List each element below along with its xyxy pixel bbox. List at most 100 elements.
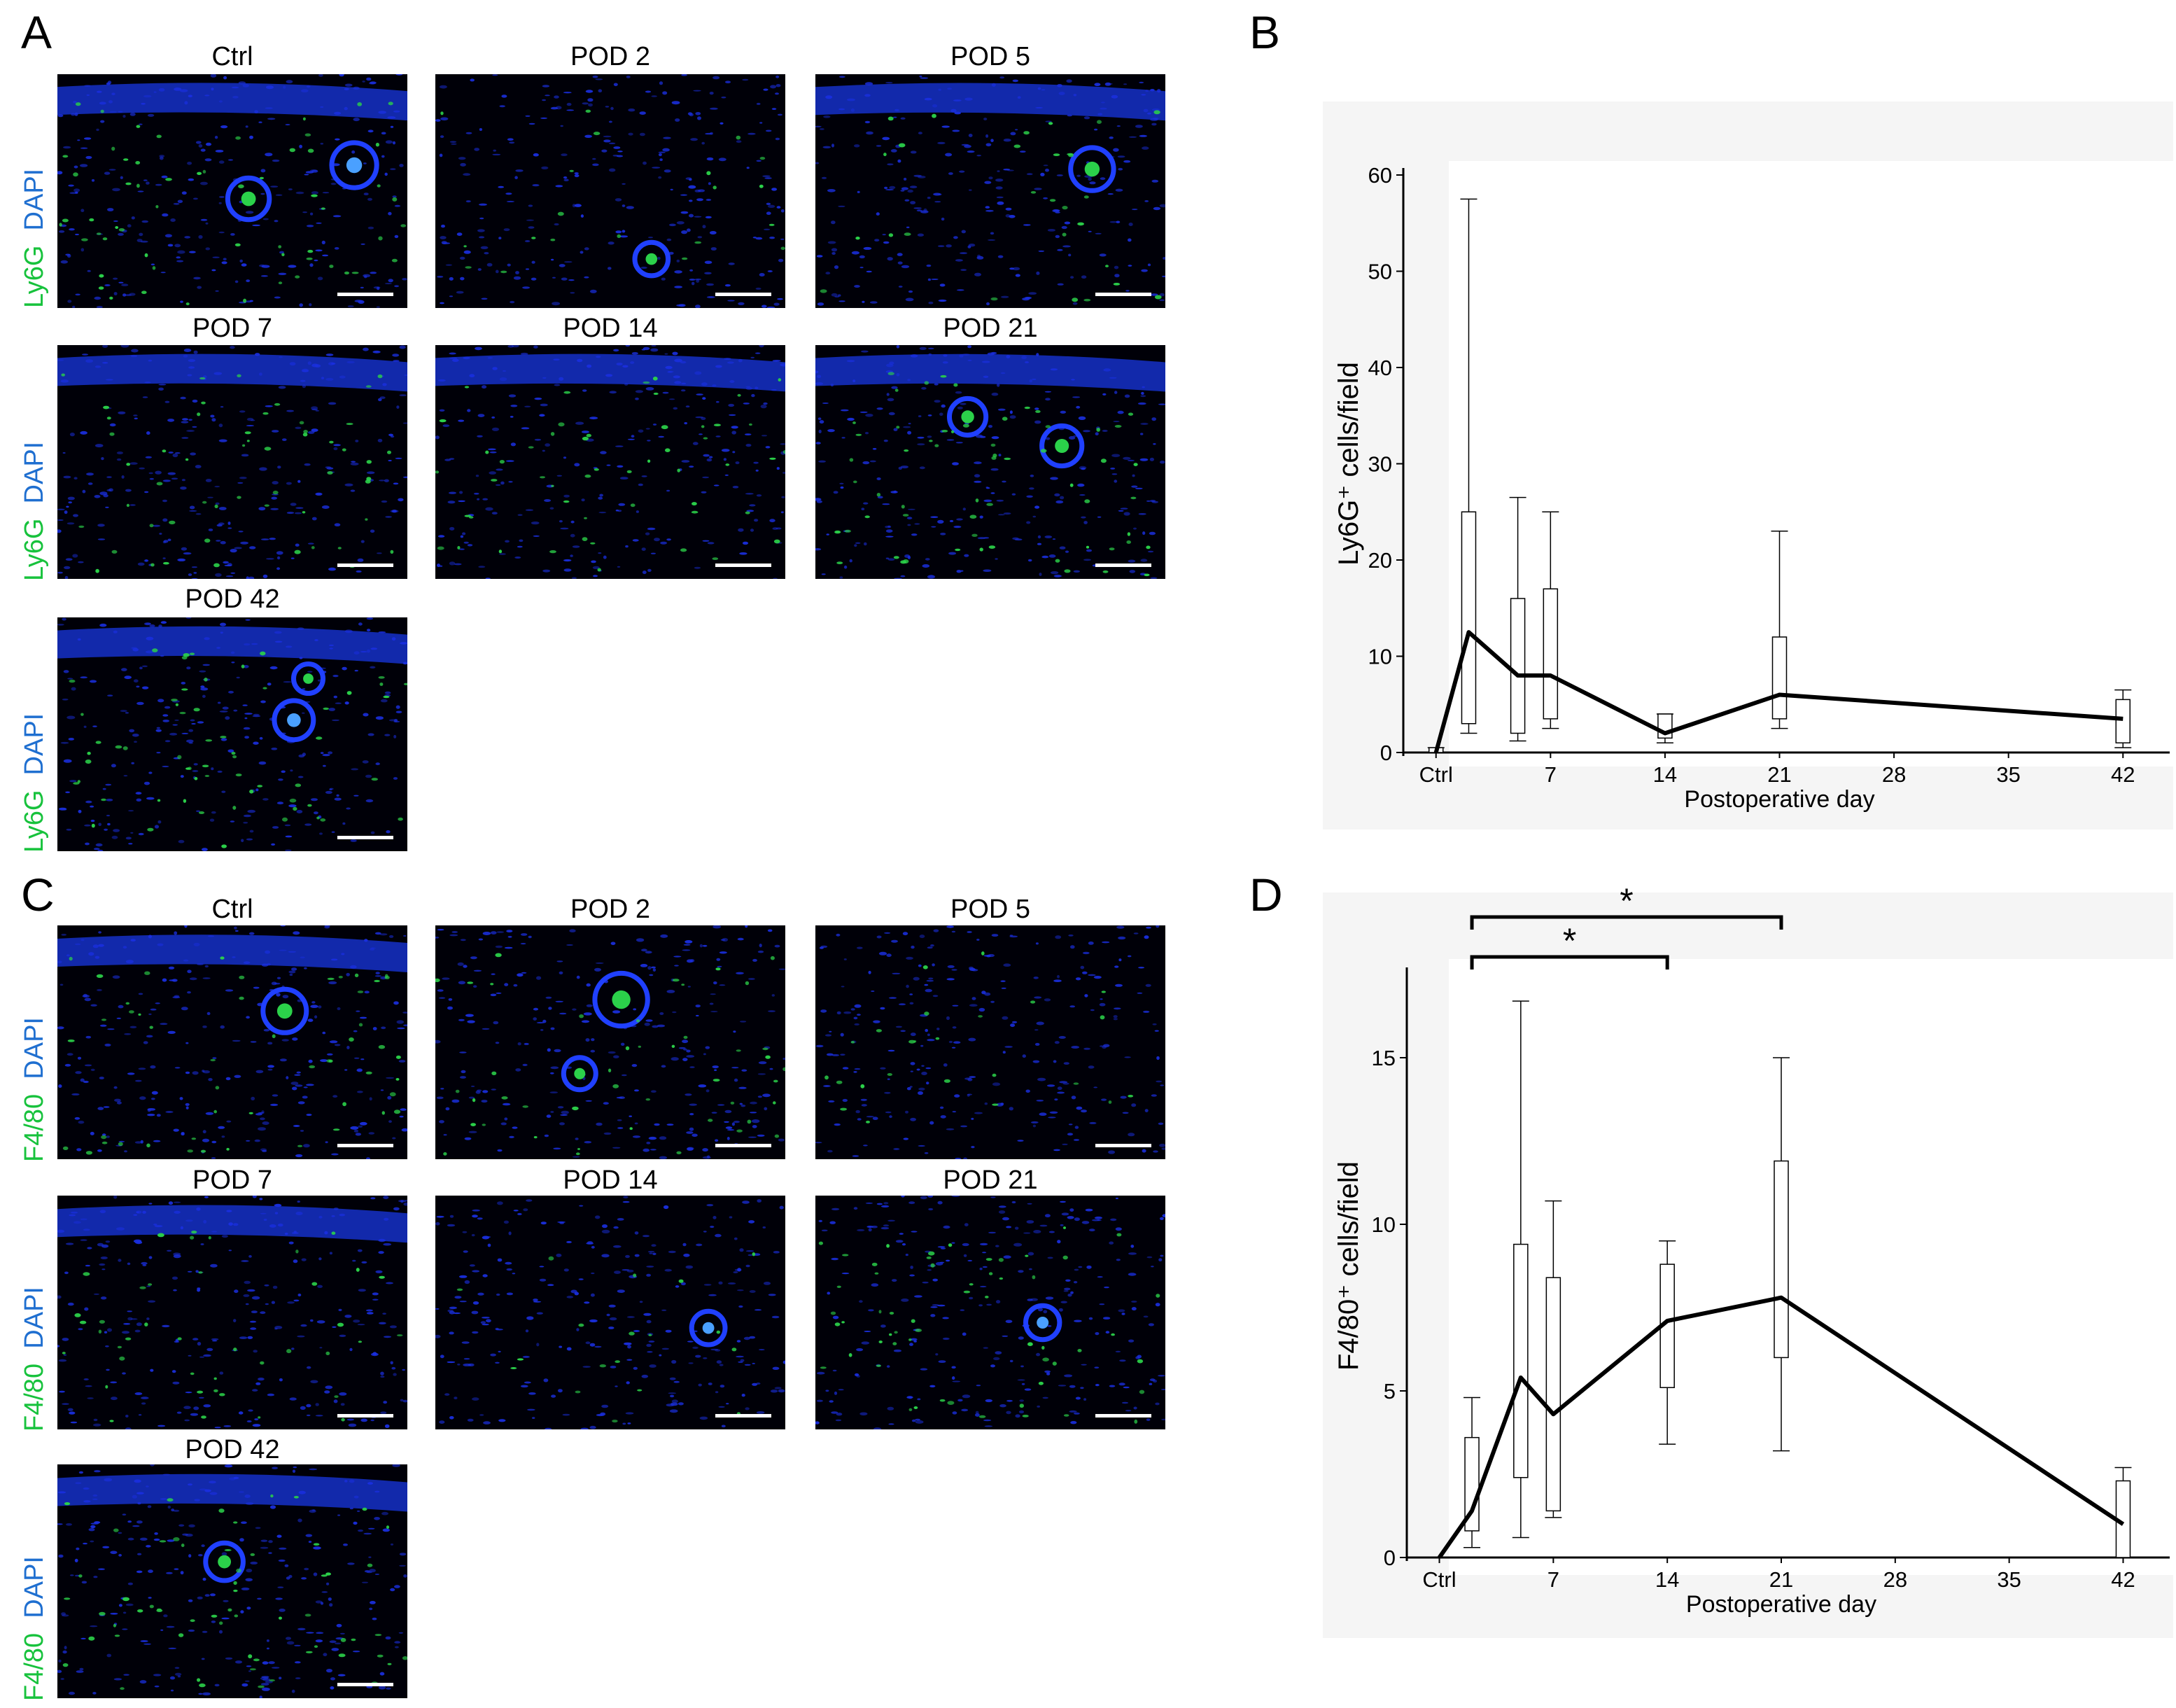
- panel-label-b: B: [1249, 6, 1281, 58]
- box-day-7: [1545, 1200, 1562, 1518]
- y-tick-label: 15: [1372, 1046, 1396, 1070]
- micrograph-c-3: [57, 1196, 407, 1429]
- chart-b-svg: 0 10 20 30 40 50 60 Ctrl 7 14 21 28 35 42 Postoperativ…: [1323, 102, 2173, 830]
- micrograph-c-1: [435, 925, 785, 1159]
- micrograph-image: [57, 345, 407, 579]
- micrograph-a-2: [815, 74, 1165, 308]
- marker-label: F4/80: [20, 1632, 49, 1701]
- x-tick-label: 7: [1547, 1567, 1559, 1592]
- micrograph-c-6: [57, 1464, 407, 1698]
- x-axis-label: Postoperative day: [1684, 786, 1874, 813]
- chart-b: 0 10 20 30 40 50 60 Ctrl 7 14 21 28 35 42 Postoperativ…: [1323, 102, 2176, 833]
- box-day-2: [1460, 198, 1477, 734]
- significance-label: *: [1563, 921, 1576, 960]
- stain-label-c-row1: F4/80 DAPI: [20, 1017, 50, 1162]
- plot-area: [1449, 959, 2173, 1575]
- micrograph-title-a-2: POD 5: [950, 42, 1031, 71]
- significance-bracket: *: [1470, 921, 1669, 969]
- micrograph-a-0: [57, 74, 407, 308]
- micrograph-image: [57, 1464, 407, 1698]
- mean-line: [1433, 630, 2124, 753]
- nuclear-label: DAPI: [20, 713, 49, 776]
- marker-label: Ly6G: [20, 790, 49, 853]
- micrograph-image: [435, 925, 785, 1159]
- x-tick-label: 42: [2111, 762, 2135, 787]
- micrograph-a-1: [435, 74, 785, 308]
- box-body: [1771, 636, 1788, 720]
- chart-d-svg: 0 5 10 15 Ctrl 7 14 21 28 35 42 Postoperative day F4…: [1323, 881, 2173, 1638]
- box-day-2: [1463, 1396, 1481, 1548]
- box-body: [2115, 699, 2131, 743]
- micrograph-c-2: [815, 925, 1165, 1159]
- x-tick-label: 14: [1653, 762, 1677, 787]
- panel-label-a: A: [21, 6, 52, 58]
- box-day-42: [2114, 689, 2132, 748]
- micrograph-a-4: [435, 345, 785, 579]
- box-body: [1461, 511, 1477, 724]
- micrograph-image: [815, 345, 1165, 579]
- stain-label-a-row1: Ly6G DAPI: [20, 169, 50, 308]
- panel-label-d: D: [1249, 869, 1283, 920]
- y-tick-label: 10: [1368, 645, 1392, 669]
- x-tick-label: 21: [1767, 762, 1791, 787]
- nuclear-label: DAPI: [20, 168, 49, 231]
- micrograph-title-c-2: POD 5: [950, 895, 1031, 924]
- micrograph-image: [57, 1196, 407, 1429]
- x-tick-label: Ctrl: [1422, 1567, 1456, 1592]
- x-tick-label: 42: [2111, 1567, 2135, 1592]
- micrograph-title-c-0: Ctrl: [211, 895, 253, 924]
- stain-label-a-row3: Ly6G DAPI: [20, 713, 50, 853]
- chart-d: 0 5 10 15 Ctrl 7 14 21 28 35 42 Postoperative day F4…: [1323, 881, 2176, 1642]
- significance-bracket: *: [1470, 881, 1783, 930]
- micrograph-title-a-1: POD 2: [570, 42, 651, 71]
- x-tick-label: 7: [1545, 762, 1557, 787]
- micrograph-image: [435, 1196, 785, 1429]
- box-day-7: [1542, 511, 1559, 729]
- box-day-5: [1512, 1000, 1529, 1539]
- micrograph-title-c-6: POD 42: [185, 1435, 280, 1464]
- stain-label-a-row2: Ly6G DAPI: [20, 442, 50, 581]
- x-tick-label: Ctrl: [1419, 762, 1453, 787]
- y-tick-label: 60: [1368, 163, 1392, 188]
- box-body: [1513, 1243, 1529, 1478]
- panel-label-c: C: [21, 869, 55, 920]
- y-axis-label: Ly6G⁺ cells/field: [1333, 362, 1364, 566]
- micrograph-a-5: [815, 345, 1165, 579]
- micrograph-title-c-5: POD 21: [943, 1166, 1038, 1195]
- significance-label: *: [1620, 882, 1633, 920]
- marker-label: Ly6G: [20, 245, 49, 308]
- micrograph-title-a-4: POD 14: [563, 314, 658, 343]
- nuclear-label: DAPI: [20, 1017, 49, 1079]
- y-tick-label: 0: [1380, 741, 1392, 765]
- micrograph-c-5: [815, 1196, 1165, 1429]
- micrograph-title-a-6: POD 42: [185, 584, 280, 614]
- y-tick-label: 5: [1384, 1379, 1396, 1404]
- micrograph-image: [57, 74, 407, 308]
- y-tick-label: 10: [1372, 1212, 1396, 1237]
- micrograph-a-6: [57, 617, 407, 851]
- box-day-5: [1509, 496, 1526, 742]
- y-tick-label: 50: [1368, 260, 1392, 284]
- nuclear-label: DAPI: [20, 1287, 49, 1349]
- micrograph-title-c-1: POD 2: [570, 895, 651, 924]
- x-tick-label: 14: [1655, 1567, 1679, 1592]
- marker-label: F4/80: [20, 1363, 49, 1432]
- micrograph-title-c-3: POD 7: [192, 1166, 273, 1195]
- y-axis-label: F4/80⁺ cells/field: [1333, 1161, 1364, 1371]
- y-tick-label: 20: [1368, 548, 1392, 573]
- micrograph-image: [815, 1196, 1165, 1429]
- micrograph-c-0: [57, 925, 407, 1159]
- x-tick-label: 35: [1996, 762, 2020, 787]
- box-day-21: [1773, 1057, 1790, 1452]
- micrograph-image: [435, 345, 785, 579]
- plot-area: [1449, 161, 2173, 766]
- marker-label: Ly6G: [20, 518, 49, 581]
- mean-line: [1438, 1295, 2125, 1559]
- stain-label-c-row2: F4/80 DAPI: [20, 1287, 50, 1432]
- marker-label: F4/80: [20, 1093, 49, 1162]
- y-tick-label: 0: [1384, 1546, 1396, 1570]
- micrograph-image: [57, 617, 407, 851]
- y-tick-label: 30: [1368, 452, 1392, 477]
- micrograph-image: [57, 925, 407, 1159]
- box-body: [1545, 1277, 1561, 1512]
